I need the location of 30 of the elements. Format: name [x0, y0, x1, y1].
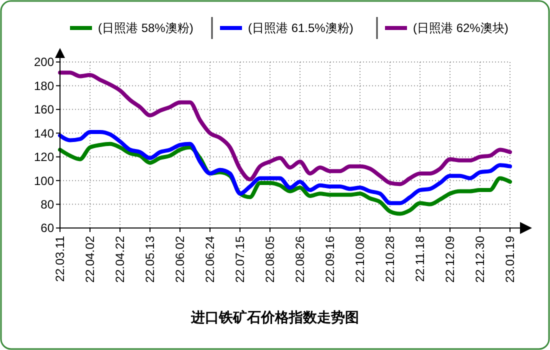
x-tick-label: 22.12.30 — [473, 236, 488, 283]
x-tick-label: 22.07.15 — [233, 236, 248, 283]
x-tick-label: 22.04.22 — [113, 236, 128, 283]
x-tick-label: 22.05.13 — [143, 236, 158, 283]
text: 进口铁矿石价格指数走势图 — [190, 309, 359, 325]
x-tick-label: 22.08.26 — [293, 236, 308, 283]
line-series — [58, 130, 512, 206]
x-tick-label: 22.06.02 — [173, 236, 188, 283]
x-tick-label: 22.03.11 — [53, 236, 68, 282]
x-tick-label: 22.06.24 — [203, 236, 218, 283]
x-tick-label: 22.10.08 — [353, 236, 368, 283]
y-tick-label: 140 — [34, 126, 54, 140]
line-series — [58, 70, 512, 186]
legend-label: (日照港 61.5%澳粉) — [248, 21, 354, 36]
y-tick-label: 60 — [40, 221, 54, 236]
legend-label: (日照港 58%澳粉) — [98, 21, 194, 36]
legend-label: (日照港 62%澳块) — [413, 21, 508, 36]
y-tick-label: 100 — [34, 174, 54, 188]
x-tick-label: 22.09.16 — [323, 236, 338, 283]
x-tick-label: 22.12.09 — [443, 236, 458, 283]
x-tick-label: 22.11.18 — [413, 236, 428, 282]
y-tick-label: 200 — [34, 55, 54, 70]
y-tick-label: 160 — [34, 102, 54, 117]
y-tick-label: 120 — [34, 150, 54, 164]
y-tick-label: 80 — [40, 197, 54, 212]
x-tick-label: 22.10.28 — [383, 236, 398, 283]
x-tick-label: 23.01.19 — [503, 236, 518, 283]
x-tick-label: 22.08.05 — [263, 236, 278, 283]
y-tick-label: 180 — [34, 78, 54, 93]
x-tick-label: 22.04.02 — [83, 236, 98, 283]
